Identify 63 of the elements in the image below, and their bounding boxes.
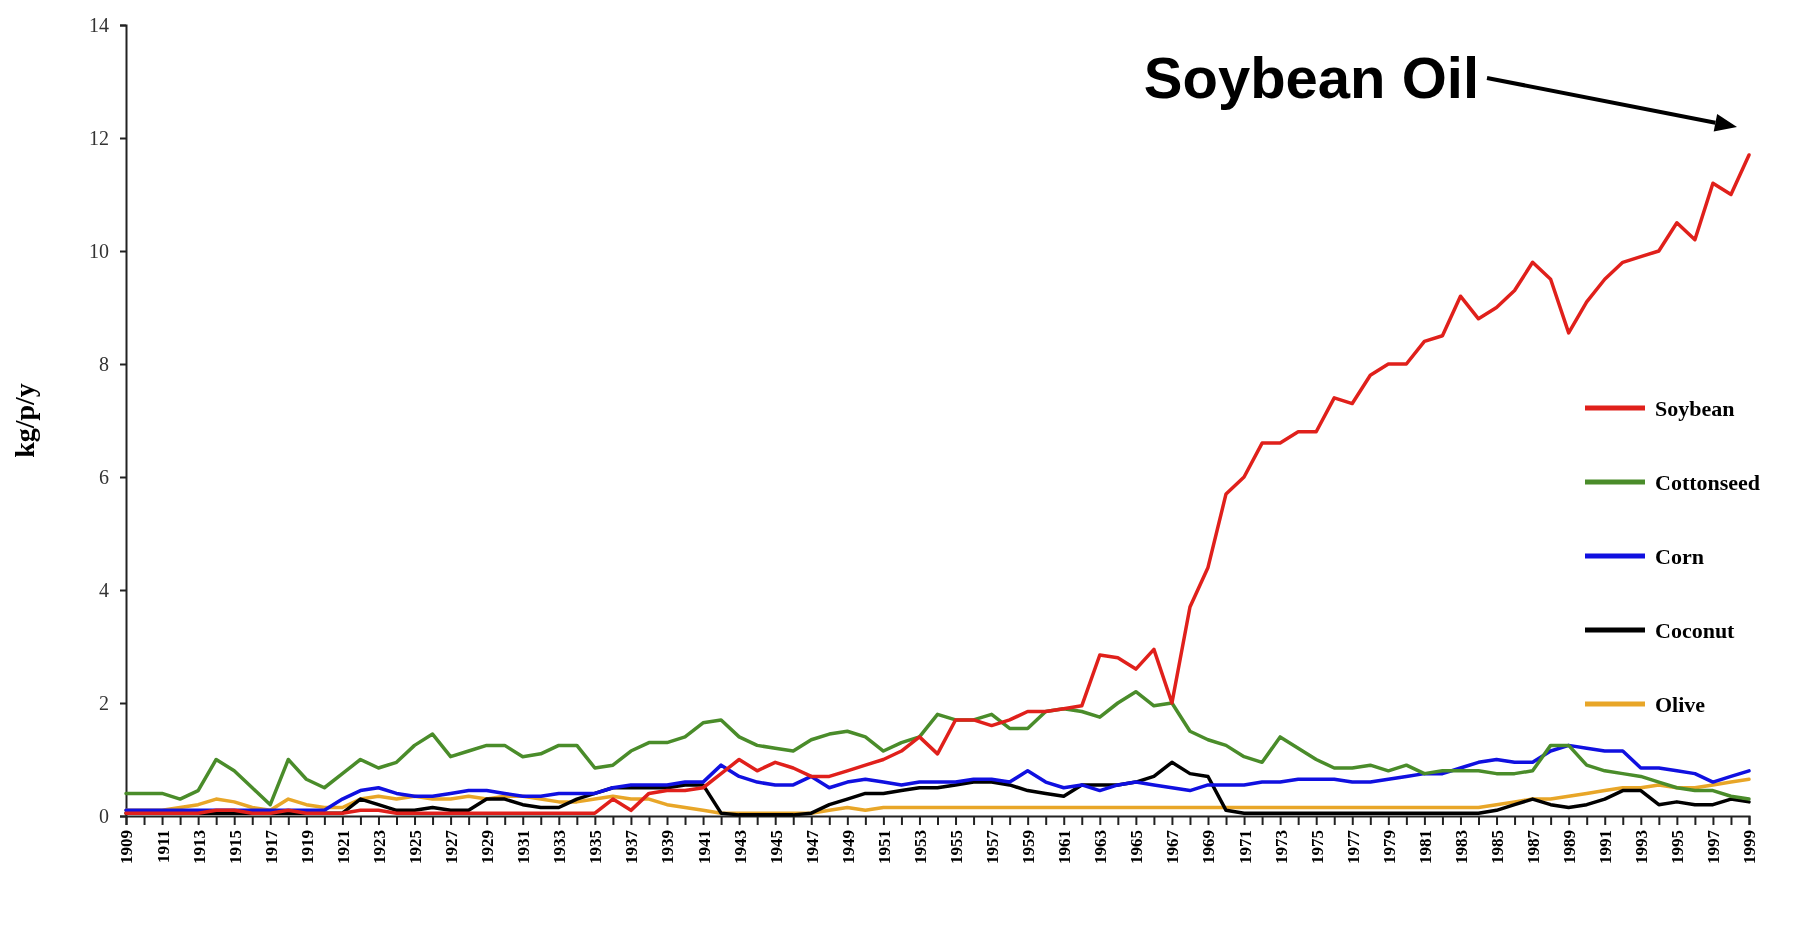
x-tick-label: 1975 xyxy=(1307,830,1327,864)
x-tick-label: 1963 xyxy=(1091,830,1111,864)
y-tick-label: 6 xyxy=(99,465,109,488)
x-tick-label: 1913 xyxy=(189,830,209,864)
x-tick-label: 1983 xyxy=(1451,830,1471,864)
y-tick-label: 14 xyxy=(89,13,109,36)
x-tick-label: 1959 xyxy=(1019,830,1039,864)
line-series xyxy=(124,689,1751,807)
x-tick-label: 1977 xyxy=(1343,829,1363,864)
legend-label: Olive xyxy=(1655,691,1706,717)
line-series xyxy=(124,743,1751,813)
y-tick-label: 10 xyxy=(89,239,109,262)
x-tick-label: 1943 xyxy=(730,830,750,864)
x-tick-label: 1935 xyxy=(586,830,606,864)
x-tick-label: 1931 xyxy=(514,830,534,864)
x-tick-label: 1909 xyxy=(117,830,137,864)
x-tick-label: 1995 xyxy=(1668,830,1688,864)
y-tick-label: 12 xyxy=(89,126,109,149)
x-tick-label: 1927 xyxy=(442,829,462,864)
x-tick-label: 1965 xyxy=(1127,830,1147,864)
x-tick-label: 1967 xyxy=(1163,829,1183,864)
annotation: Soybean Oil xyxy=(1143,45,1479,111)
x-tick-label: 1945 xyxy=(766,830,786,864)
x-tick-label: 1955 xyxy=(946,830,966,864)
x-tick-label: 1997 xyxy=(1704,829,1724,864)
x-tick-label: 1985 xyxy=(1487,830,1507,864)
x-tick-label: 1991 xyxy=(1596,830,1616,864)
x-tick-label: 1915 xyxy=(225,830,245,864)
y-axis-title: kg/p/y xyxy=(9,383,40,458)
y-tick-label: 8 xyxy=(99,352,109,375)
x-tick-label: 1933 xyxy=(550,830,570,864)
x-tick-label: 1979 xyxy=(1379,830,1399,864)
x-tick-label: 1993 xyxy=(1632,830,1652,864)
x-tick-label: 1947 xyxy=(802,829,822,864)
x-tick-label: 1921 xyxy=(333,830,353,864)
x-tick-label: 1957 xyxy=(983,829,1003,864)
x-tick-label: 1951 xyxy=(874,830,894,864)
x-tick-label: 1929 xyxy=(478,830,498,864)
legend-label: Corn xyxy=(1655,543,1704,569)
x-tick-label: 1923 xyxy=(369,830,389,864)
legend-label: Coconut xyxy=(1655,617,1736,643)
legend-label: Cottonseed xyxy=(1655,469,1761,495)
x-tick-label: 1961 xyxy=(1055,830,1075,864)
x-tick-label: 1941 xyxy=(694,830,714,864)
x-tick-label: 1919 xyxy=(297,830,317,864)
x-tick-label: 1949 xyxy=(838,830,858,864)
x-tick-label: 1987 xyxy=(1524,829,1544,864)
x-tick-label: 1999 xyxy=(1740,830,1760,864)
x-tick-label: 1969 xyxy=(1199,830,1219,864)
x-tick-label: 1939 xyxy=(658,830,678,864)
x-tick-label: 1971 xyxy=(1235,830,1255,864)
y-tick-label: 0 xyxy=(99,804,109,827)
legend-label: Soybean xyxy=(1655,395,1735,421)
y-tick-label: 2 xyxy=(99,691,109,714)
x-tick-label: 1989 xyxy=(1560,830,1580,864)
x-tick-label: 1953 xyxy=(910,830,930,864)
x-tick-label: 1925 xyxy=(405,830,425,864)
x-tick-label: 1917 xyxy=(261,829,281,864)
x-tick-label: 1981 xyxy=(1415,830,1435,864)
x-tick-label: 1937 xyxy=(622,829,642,864)
x-tick-label: 1911 xyxy=(153,830,173,864)
y-tick-label: 4 xyxy=(99,578,109,601)
x-tick-label: 1973 xyxy=(1271,830,1291,864)
